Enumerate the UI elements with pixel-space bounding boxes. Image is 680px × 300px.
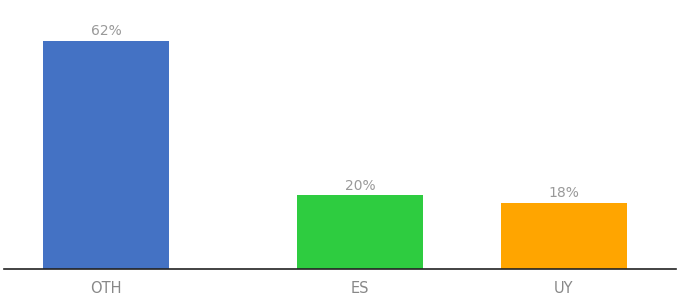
- Text: 20%: 20%: [345, 178, 375, 193]
- Bar: [43, 41, 169, 269]
- Bar: [297, 196, 424, 269]
- Bar: [500, 203, 627, 269]
- Text: 62%: 62%: [90, 24, 121, 38]
- Text: 18%: 18%: [549, 186, 579, 200]
